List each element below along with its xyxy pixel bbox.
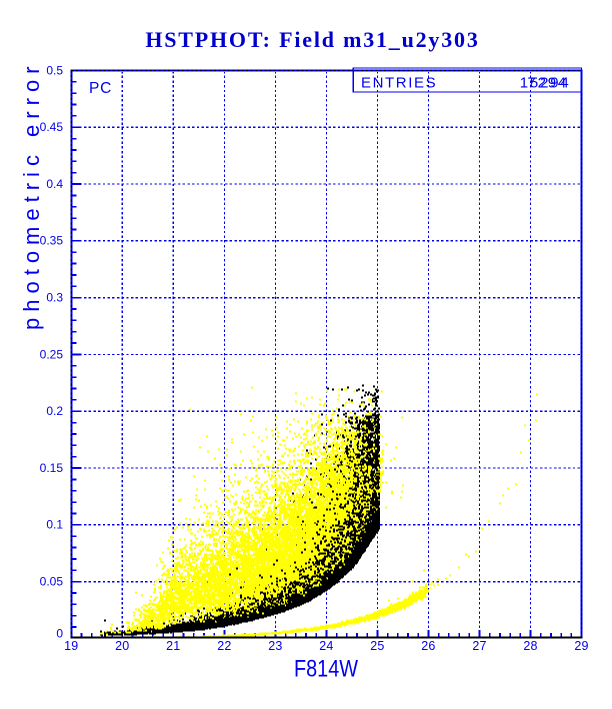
svg-text:HSTPHOT: Field m31_u2y303: HSTPHOT: Field m31_u2y303	[145, 27, 479, 52]
svg-text:ENTRIES: ENTRIES	[361, 75, 437, 92]
svg-text:0.4: 0.4	[46, 177, 63, 191]
svg-text:F814W: F814W	[294, 656, 359, 683]
svg-text:0.45: 0.45	[40, 120, 64, 134]
svg-text:7294: 7294	[527, 75, 568, 92]
svg-text:0: 0	[56, 627, 63, 641]
svg-text:21: 21	[166, 639, 180, 653]
svg-text:19: 19	[64, 639, 78, 653]
svg-text:27: 27	[472, 639, 486, 653]
svg-text:28: 28	[523, 639, 537, 653]
svg-text:0.2: 0.2	[46, 404, 63, 418]
svg-text:26: 26	[421, 639, 435, 653]
svg-text:0.25: 0.25	[40, 347, 64, 361]
svg-text:24: 24	[319, 639, 333, 653]
svg-text:0.3: 0.3	[46, 290, 63, 304]
svg-text:20: 20	[115, 639, 129, 653]
svg-text:0.5: 0.5	[46, 63, 63, 77]
svg-text:0.1: 0.1	[46, 518, 63, 532]
svg-text:25: 25	[370, 639, 384, 653]
svg-text:0.35: 0.35	[40, 234, 64, 248]
svg-text:29: 29	[574, 639, 588, 653]
svg-text:23: 23	[268, 639, 282, 653]
svg-text:photometric error: photometric error	[19, 60, 44, 330]
svg-text:0.15: 0.15	[40, 461, 64, 475]
svg-text:0.05: 0.05	[40, 574, 64, 588]
svg-text:PC: PC	[89, 80, 112, 97]
svg-text:22: 22	[217, 639, 231, 653]
svg-text:15294: 15294	[520, 75, 571, 92]
